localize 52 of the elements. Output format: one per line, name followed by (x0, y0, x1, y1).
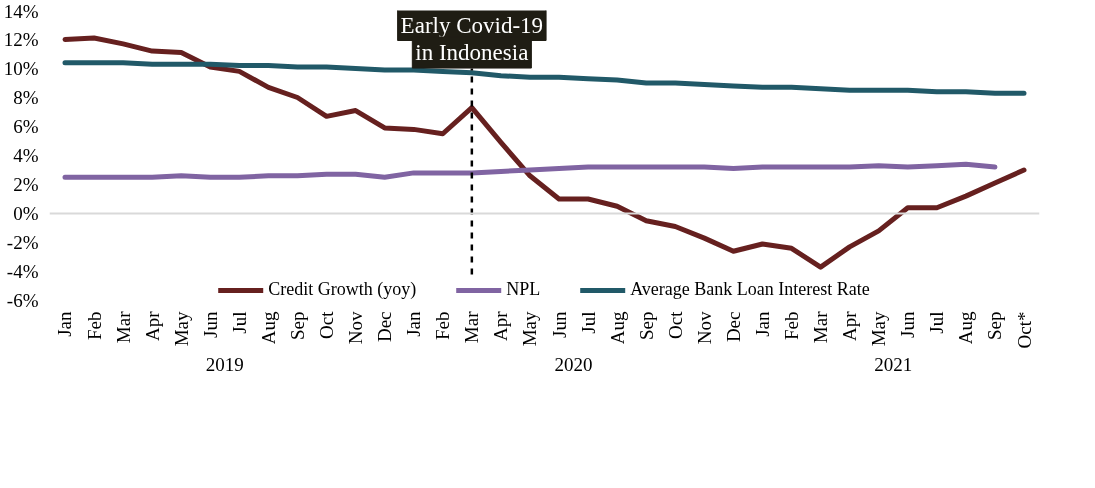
x-tick-label: Jul (926, 311, 948, 334)
text: 2019 (205, 353, 244, 375)
y-tick-label: -2% (6, 232, 39, 253)
y-tick-label: -6% (6, 290, 39, 311)
x-tick-label: Nov (693, 311, 715, 345)
x-tick-label: May (170, 311, 192, 347)
x-tick-label: Feb (781, 311, 803, 340)
x-tick-label: Jun (199, 311, 221, 338)
x-tick-label: Aug (606, 311, 628, 345)
x-tick-label: Sep (286, 311, 308, 340)
x-tick-label: Jan (751, 311, 773, 337)
x-tick-label: Oct (664, 310, 686, 339)
x-tick-label: May (868, 311, 890, 347)
legend-label: NPL (506, 279, 541, 300)
x-tick-label: Oct* (1013, 311, 1035, 349)
y-tick-label: 10% (3, 58, 39, 79)
x-tick-label: Dec (374, 311, 396, 343)
y-tick-label: 8% (13, 87, 39, 108)
y-tick-label: 4% (13, 145, 39, 166)
y-tick-label: 6% (13, 116, 39, 137)
y-tick-label: -4% (6, 261, 39, 282)
x-tick-label: Mar (461, 310, 483, 344)
x-tick-label: Aug (257, 311, 279, 345)
x-tick-label: Sep (984, 311, 1006, 340)
x-tick-label: Apr (839, 310, 861, 342)
legend-label: Average Bank Loan Interest Rate (630, 279, 870, 300)
x-tick-label: Sep (635, 311, 657, 340)
x-tick-label: Aug (955, 311, 977, 345)
x-tick-label: Jul (228, 311, 250, 334)
x-tick-label: Apr (141, 310, 163, 342)
y-tick-label: 0% (13, 203, 39, 224)
y-tick-label: 2% (13, 174, 39, 195)
x-tick-label: Jan (54, 311, 76, 337)
x-tick-label: Jun (897, 311, 919, 338)
legend-label: Credit Growth (yoy) (268, 279, 417, 300)
x-tick-label: Mar (112, 310, 134, 344)
y-tick-label: 12% (3, 29, 39, 50)
x-tick-label: Jan (403, 311, 425, 337)
x-tick-label: Dec (722, 311, 744, 343)
x-tick-label: Apr (490, 310, 512, 342)
y-tick-label: 14% (3, 0, 39, 22)
text: 2021 (874, 353, 913, 375)
x-tick-label: Mar (810, 310, 832, 344)
x-tick-label: Oct (316, 310, 338, 339)
text: 2020 (554, 353, 593, 375)
x-tick-label: Jul (577, 311, 599, 334)
ref-line-label: Early Covid-19 in Indonesia (400, 12, 544, 66)
x-tick-label: Feb (432, 311, 454, 340)
x-tick-label: May (519, 311, 541, 347)
x-tick-label: Jun (548, 311, 570, 338)
x-tick-label: Nov (345, 311, 367, 345)
x-tick-label: Feb (83, 311, 105, 340)
